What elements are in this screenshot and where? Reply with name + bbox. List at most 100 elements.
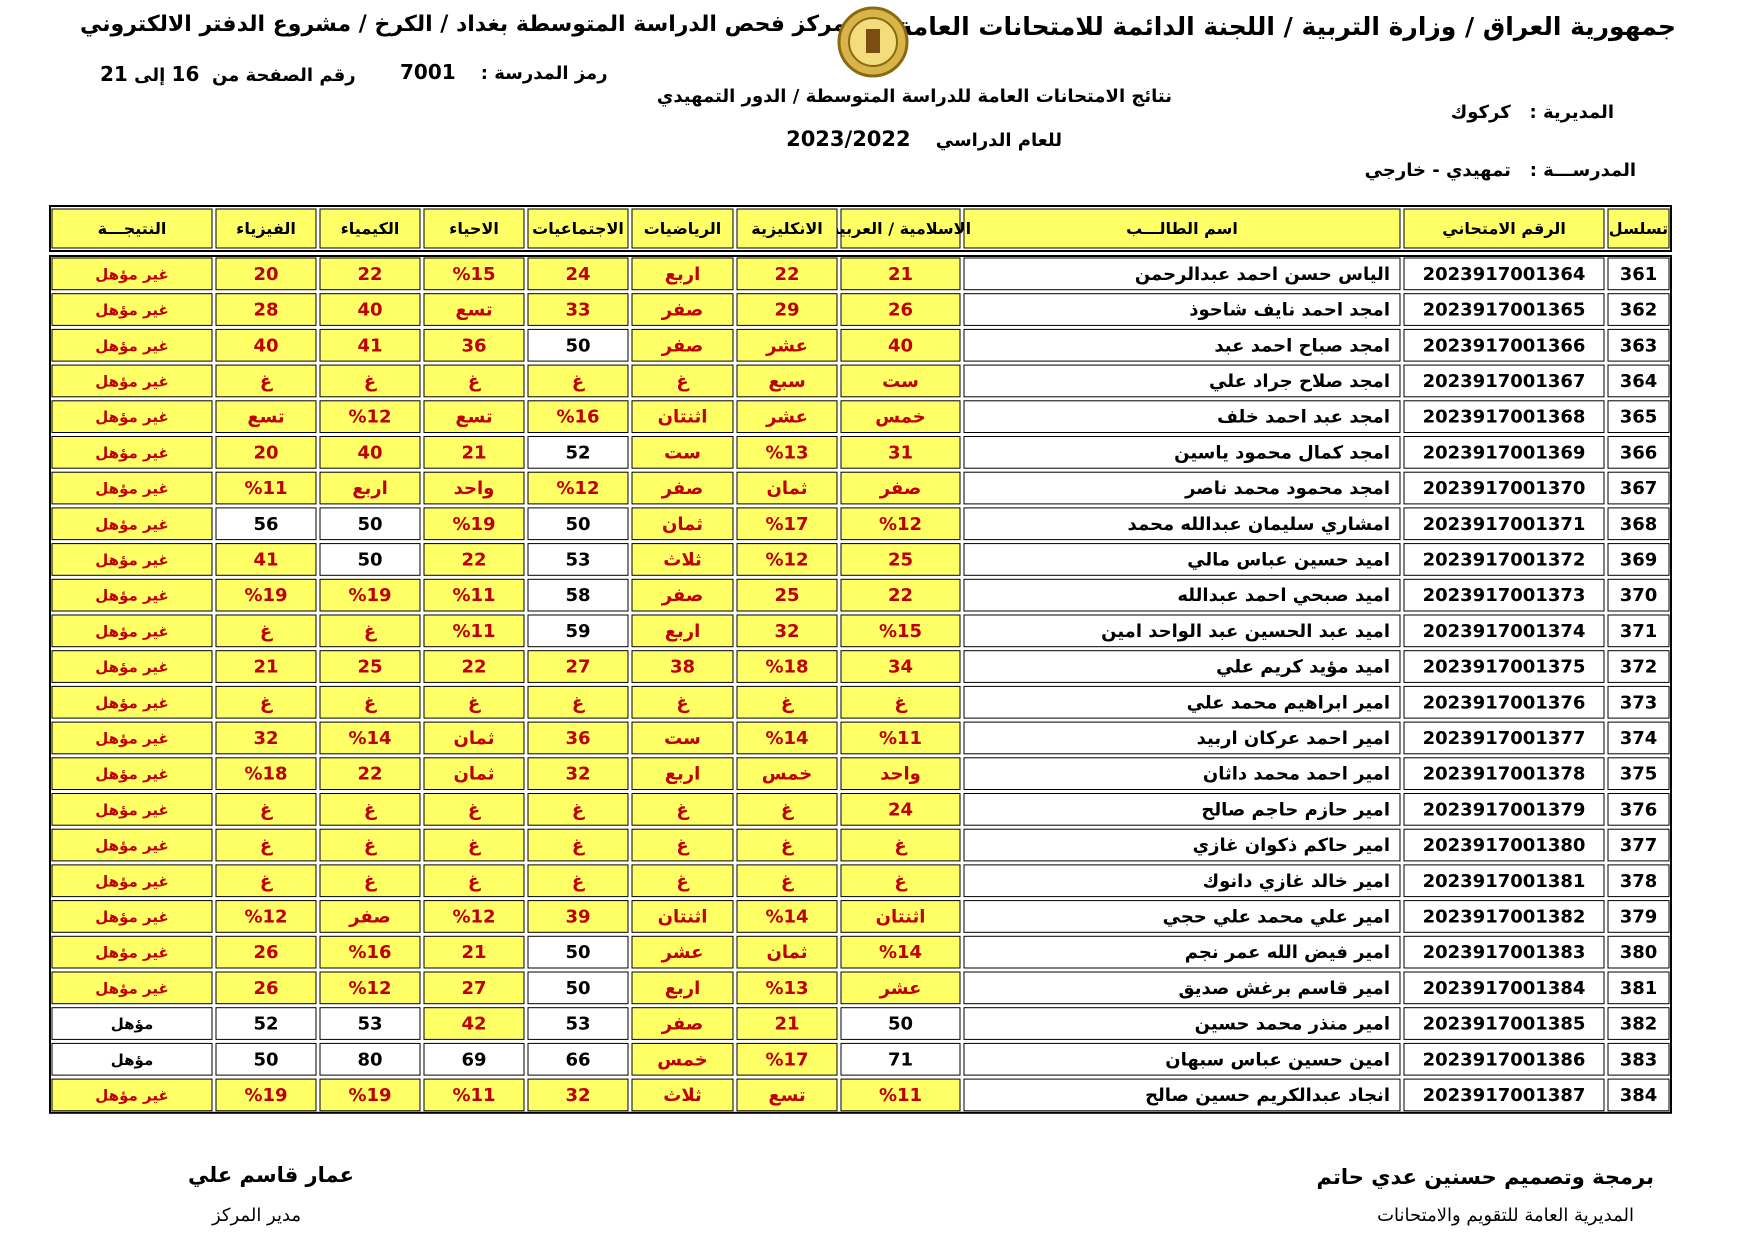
- cell-text: 22: [461, 657, 486, 678]
- cell: [527, 757, 629, 790]
- cell-text: 365: [1620, 407, 1658, 428]
- cell: [423, 721, 525, 755]
- cell-text: %19: [348, 1085, 391, 1106]
- cell: [1403, 471, 1605, 505]
- cell: [423, 614, 525, 648]
- cell-text: ست: [882, 371, 919, 392]
- column-header: الاسلامية / العربية: [830, 219, 971, 238]
- cell: [963, 828, 1401, 862]
- cell-text: خمس: [875, 407, 925, 428]
- cell-text: 2023917001371: [1423, 514, 1586, 535]
- cell-text: 25: [357, 657, 382, 678]
- cell: [215, 614, 317, 648]
- cell: [319, 328, 421, 362]
- cell-text: 41: [253, 549, 278, 570]
- cell-text: 29: [774, 300, 799, 321]
- column-header: الانكليزية: [751, 219, 822, 238]
- student-name: امجد صلاح جراد علي: [1209, 371, 1390, 392]
- cell: [1403, 793, 1605, 826]
- cell: [215, 1078, 317, 1112]
- cell-text: %14: [765, 728, 808, 749]
- cell: [319, 471, 421, 505]
- cell-text: %19: [244, 1085, 287, 1106]
- cell: [1403, 971, 1605, 1005]
- cell-text: %12: [452, 906, 495, 927]
- cell-text: اربع: [665, 621, 701, 642]
- cell-text: خمس: [657, 1049, 707, 1070]
- cell: [631, 436, 734, 469]
- cell: [963, 685, 1401, 719]
- student-name: امير فيض الله عمر نجم: [1185, 942, 1390, 963]
- cell: [527, 257, 629, 291]
- cell: [423, 864, 525, 898]
- header-cell: [319, 208, 421, 249]
- cell-text: 2023917001376: [1423, 692, 1586, 713]
- cell-text: غ: [676, 871, 689, 892]
- cell: [215, 471, 317, 505]
- cell-text: 38: [670, 657, 695, 678]
- cell: [527, 650, 629, 683]
- cell: [1607, 757, 1670, 790]
- cell: [736, 864, 838, 898]
- cell: [1607, 650, 1670, 683]
- cell: [631, 793, 734, 826]
- cell: [527, 935, 629, 969]
- cell-text: 2023917001380: [1423, 835, 1586, 856]
- cell-text: 53: [565, 549, 590, 570]
- cell-text: 376: [1620, 799, 1658, 820]
- student-name: اميد حسين عباس مالي: [1187, 549, 1390, 570]
- cell: [1607, 364, 1670, 398]
- cell: [319, 293, 421, 326]
- cell-text: غير مؤهل: [95, 729, 168, 747]
- cell-text: 2023917001369: [1423, 442, 1586, 463]
- cell-text: %12: [348, 407, 391, 428]
- cell: [51, 900, 213, 933]
- cell: [963, 721, 1401, 755]
- column-header: اسم الطالـــب: [1126, 219, 1238, 238]
- cell-text: غير مؤهل: [95, 408, 168, 426]
- cell: [1607, 507, 1670, 541]
- student-name: امير منذر محمد حسين: [1195, 1014, 1390, 1035]
- label: المديرية :: [1529, 102, 1615, 123]
- cell: [51, 793, 213, 826]
- cell: [963, 650, 1401, 683]
- cell: [51, 364, 213, 398]
- cell-text: %15: [879, 621, 922, 642]
- cell: [631, 543, 734, 576]
- cell: [51, 507, 213, 541]
- cell-text: غ: [364, 371, 377, 392]
- cell-text: اربع: [665, 764, 701, 785]
- cell: [1607, 436, 1670, 469]
- cell-text: %12: [765, 549, 808, 570]
- student-name: امير حازم حاجم صالح: [1201, 799, 1390, 820]
- column-header: الفيزياء: [236, 219, 296, 238]
- cell-text: غ: [572, 871, 585, 892]
- column-header: الاحياء: [449, 219, 499, 238]
- page-row: رقم الصفحة من 16 إلى 21: [100, 62, 356, 86]
- cell: [527, 614, 629, 648]
- cell-text: 36: [565, 728, 590, 749]
- cell: [1403, 436, 1605, 469]
- cell: [963, 328, 1401, 362]
- cell: [1403, 721, 1605, 755]
- cell: [51, 864, 213, 898]
- cell-text: 50: [565, 978, 590, 999]
- cell-text: 2023917001381: [1423, 871, 1586, 892]
- cell: [631, 364, 734, 398]
- cell-text: 69: [461, 1049, 486, 1070]
- cell: [736, 828, 838, 862]
- cell: [319, 864, 421, 898]
- cell: [840, 1078, 961, 1112]
- cell: [527, 900, 629, 933]
- cell: [840, 793, 961, 826]
- cell-text: 373: [1620, 692, 1658, 713]
- header-cell: [631, 208, 734, 249]
- cell-text: 374: [1620, 728, 1658, 749]
- cell-text: اربع: [352, 478, 388, 499]
- cell-text: %12: [348, 978, 391, 999]
- cell: [631, 650, 734, 683]
- cell-text: غ: [468, 371, 481, 392]
- cell: [423, 1007, 525, 1040]
- cell-text: صفر: [661, 478, 704, 499]
- cell: [840, 685, 961, 719]
